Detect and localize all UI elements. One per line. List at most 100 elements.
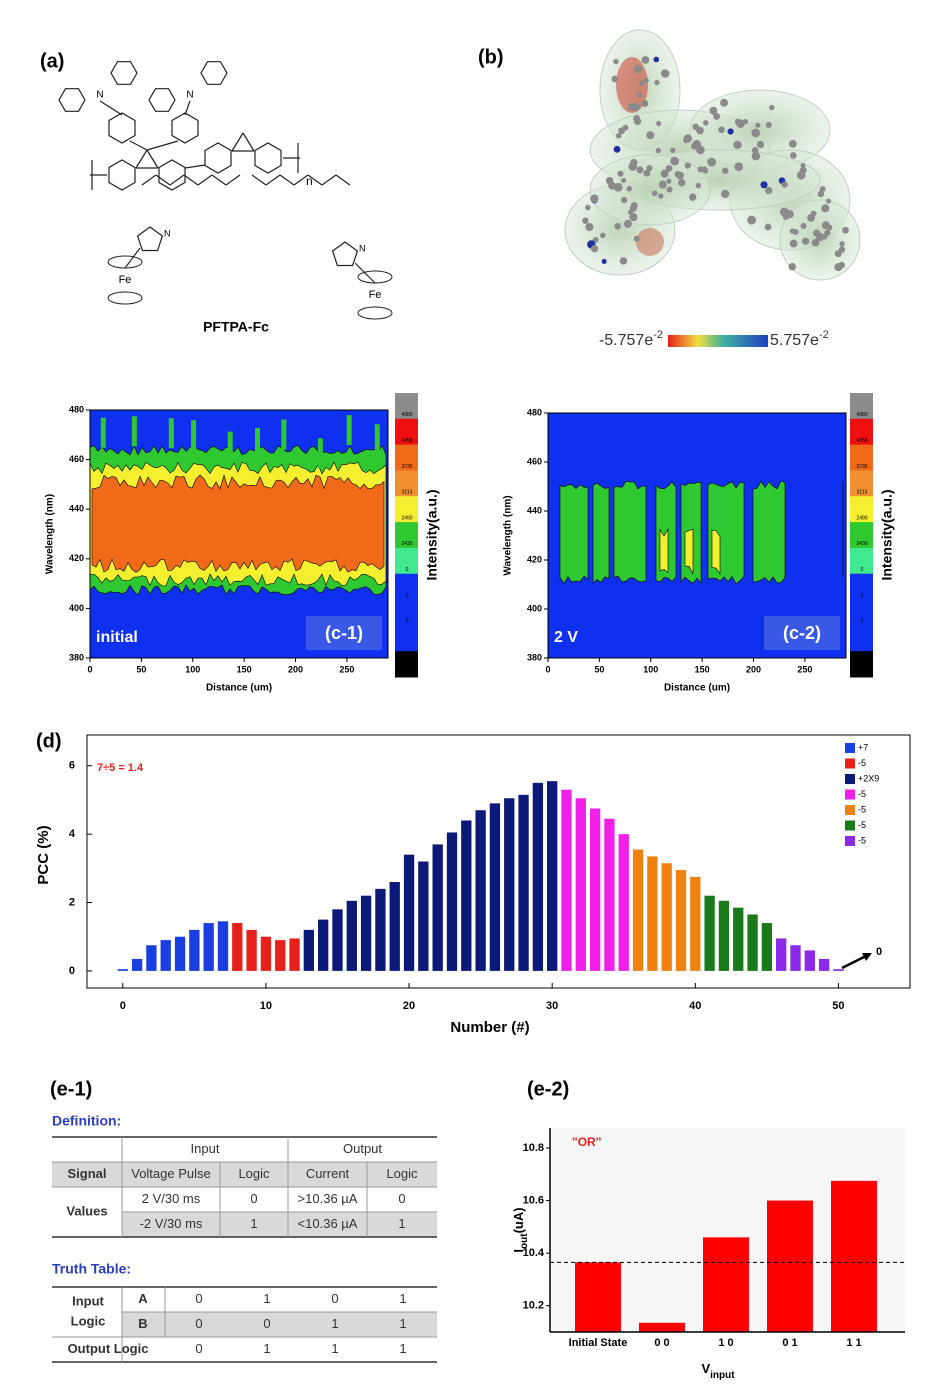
- ring: [108, 159, 136, 191]
- ring: [158, 159, 186, 191]
- bar: [733, 907, 744, 971]
- contour-region: [613, 480, 647, 583]
- colorbar-segment: [395, 651, 418, 678]
- annotation: 7÷5 = 1.4: [97, 762, 144, 774]
- y-tick-label: 400: [69, 603, 84, 613]
- bar: [475, 810, 486, 971]
- atom: [638, 80, 645, 87]
- colorbar-segment: [395, 496, 418, 523]
- ring: [204, 142, 232, 174]
- row-label: Logic: [71, 1313, 106, 1328]
- y-tick-label: 440: [527, 505, 542, 515]
- ring: [110, 61, 138, 85]
- atom: [584, 204, 591, 211]
- bond: [307, 174, 323, 186]
- atom: [788, 263, 796, 271]
- table-cell: 1: [331, 1341, 338, 1356]
- label-exp: -2: [819, 329, 829, 341]
- colorbar-tick-label: 4980: [856, 412, 867, 418]
- atom: [683, 134, 692, 143]
- atom: [736, 119, 745, 128]
- state-label: 2 V: [554, 629, 578, 646]
- panel-label: (e-1): [50, 1078, 92, 1100]
- atom: [756, 140, 765, 149]
- atom: [764, 223, 772, 231]
- atom: [789, 239, 798, 248]
- ring: [108, 112, 136, 144]
- atom: [590, 245, 599, 253]
- atom: [622, 124, 629, 131]
- contour-region: [659, 528, 669, 574]
- atom: [653, 56, 660, 63]
- atom: [733, 140, 742, 150]
- bar: [561, 789, 572, 971]
- y-tick-label: 480: [69, 404, 84, 414]
- atom: [692, 140, 702, 149]
- label-base: -5.757e: [599, 332, 653, 349]
- table-subheader: Current: [306, 1166, 350, 1181]
- bar: [776, 938, 787, 971]
- bond: [354, 262, 376, 284]
- y-tick-label: 380: [527, 652, 542, 662]
- atom: [621, 196, 628, 204]
- atom: [627, 103, 635, 111]
- atom: [658, 193, 664, 199]
- bar: [260, 936, 272, 971]
- label-sub: out: [519, 1233, 530, 1249]
- plot-frame: [547, 412, 847, 659]
- bar: [246, 929, 257, 971]
- atom: [800, 222, 807, 229]
- bond: [279, 174, 295, 186]
- bar: [489, 803, 501, 971]
- bond: [135, 149, 148, 169]
- atom: [643, 77, 649, 83]
- colorbar-segment: [395, 444, 418, 471]
- label-exp: -2: [653, 329, 663, 341]
- bar: [790, 945, 801, 971]
- colorbar-tick-label: 0: [861, 619, 864, 625]
- colorbar-segment: [850, 573, 873, 601]
- bar: [418, 861, 429, 971]
- x-tick-label: 50: [832, 1000, 844, 1012]
- atom: [788, 139, 797, 148]
- colorbar-tick-label: 4980: [401, 412, 412, 418]
- atom: [678, 179, 686, 187]
- colorscale-label: 5.757e-2: [770, 329, 829, 349]
- table-cell: 0: [195, 1341, 202, 1356]
- atom: [641, 100, 649, 108]
- bar: [117, 969, 128, 971]
- row-label: Values: [66, 1203, 107, 1218]
- y-tick-label: 10.6: [523, 1194, 544, 1206]
- bar: [375, 888, 386, 971]
- atom: [660, 69, 670, 78]
- colorbar-label: Intensity(a.u.): [879, 489, 895, 580]
- table-subheader: Voltage Pulse: [131, 1166, 211, 1181]
- table-cell: 1: [398, 1216, 405, 1231]
- atom: [633, 65, 643, 74]
- table-cell: 0: [195, 1316, 202, 1331]
- bond: [141, 174, 157, 186]
- bar: [160, 940, 171, 971]
- bar: [403, 854, 415, 971]
- atom: [720, 98, 729, 107]
- table-cell: 1: [399, 1291, 406, 1306]
- y-tick-label: 2: [69, 896, 75, 908]
- bar: [761, 923, 773, 971]
- atom: [611, 75, 619, 83]
- x-axis-label: Number (#): [450, 1019, 529, 1036]
- ring: [200, 61, 228, 85]
- colorbar-segment: [395, 599, 418, 626]
- legend-swatch: [845, 758, 855, 769]
- x-tick-label: 150: [237, 664, 252, 674]
- x-tick-label: 40: [689, 1000, 701, 1012]
- legend-swatch: [845, 789, 855, 800]
- bond: [184, 100, 191, 116]
- label-box: [764, 616, 840, 650]
- atom: [600, 232, 606, 239]
- colorbar-segment: [850, 418, 873, 446]
- bar: [446, 832, 458, 971]
- y-tick-label: 0: [69, 965, 75, 977]
- bond: [183, 174, 199, 186]
- bar: [303, 929, 315, 971]
